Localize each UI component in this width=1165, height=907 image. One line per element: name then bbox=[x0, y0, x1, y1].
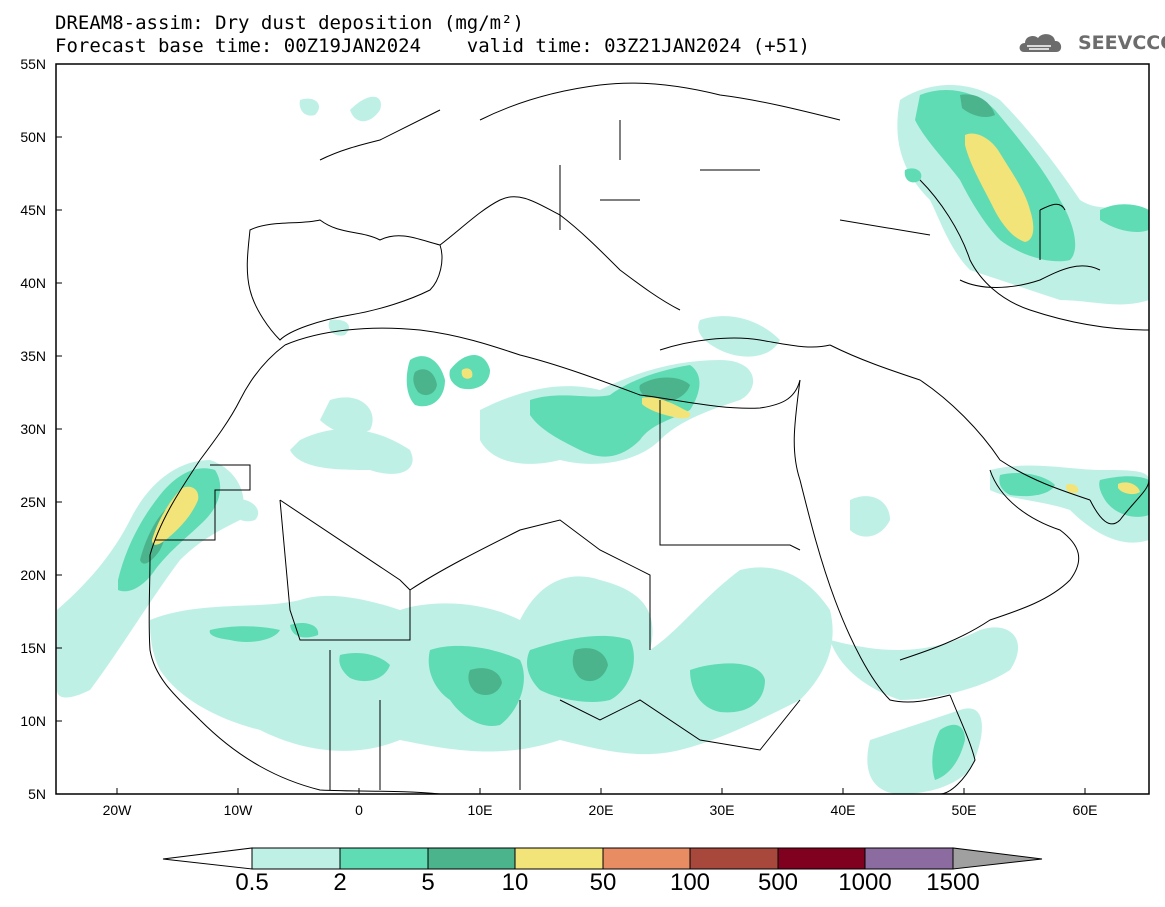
lon-label-10w: 10W bbox=[223, 802, 253, 818]
lon-label-20e: 20E bbox=[588, 802, 614, 818]
colorbar-swatch-8 bbox=[864, 847, 954, 870]
lon-label-50e: 50E bbox=[951, 802, 977, 818]
cloud-logo-icon bbox=[1019, 34, 1062, 52]
lat-label-10n: 10N bbox=[20, 713, 46, 729]
colorbar-swatch-3 bbox=[427, 847, 516, 870]
lat-label-45n: 45N bbox=[20, 202, 46, 218]
logo-text: SEEVCCC bbox=[1078, 32, 1165, 54]
lon-label-30e: 30E bbox=[709, 802, 735, 818]
lat-label-30n: 30N bbox=[20, 421, 46, 437]
colorbar-swatch-2 bbox=[339, 847, 429, 870]
lon-label-20w: 20W bbox=[102, 802, 132, 818]
lat-label-25n: 25N bbox=[20, 494, 46, 510]
colorbar-label: 500 bbox=[757, 869, 799, 896]
coastlines-and-borders bbox=[148, 82, 1150, 795]
lon-label-40e: 40E bbox=[830, 802, 856, 818]
lon-label-0: 0 bbox=[355, 802, 363, 818]
forecast-times: Forecast base time: 00Z19JAN2024 valid t… bbox=[55, 35, 810, 57]
lat-label-35n: 35N bbox=[20, 348, 46, 364]
colorbar-label: 50 bbox=[589, 869, 617, 896]
colorbar-swatch-5 bbox=[602, 847, 691, 870]
colorbar bbox=[162, 847, 1043, 870]
lat-label-50n: 50N bbox=[20, 129, 46, 145]
colorbar-swatch-1 bbox=[251, 847, 341, 870]
colorbar-swatch-6 bbox=[689, 847, 779, 870]
colorbar-label: 1000 bbox=[838, 869, 892, 896]
colorbar-high-arrow bbox=[952, 847, 1043, 870]
colorbar-swatch-7 bbox=[777, 847, 866, 870]
map-title: DREAM8-assim: Dry dust deposition (mg/m²… bbox=[55, 12, 524, 34]
lat-label-15n: 15N bbox=[20, 640, 46, 656]
colorbar-label: 2 bbox=[333, 869, 347, 896]
deposition-contours bbox=[57, 85, 1149, 794]
colorbar-low-arrow bbox=[162, 847, 253, 870]
lat-label-20n: 20N bbox=[20, 567, 46, 583]
lat-label-5n: 5N bbox=[28, 786, 46, 802]
colorbar-label: 0.5 bbox=[235, 869, 269, 896]
lat-label-55n: 55N bbox=[20, 56, 46, 72]
colorbar-label: 10 bbox=[501, 869, 529, 896]
axis-ticks bbox=[56, 63, 1086, 795]
colorbar-swatch-4 bbox=[514, 847, 604, 870]
colorbar-label: 5 bbox=[421, 869, 435, 896]
colorbar-label: 1500 bbox=[926, 869, 980, 896]
lon-label-10e: 10E bbox=[467, 802, 493, 818]
colorbar-label: 100 bbox=[669, 869, 711, 896]
lat-label-40n: 40N bbox=[20, 275, 46, 291]
lon-label-60e: 60E bbox=[1072, 802, 1098, 818]
